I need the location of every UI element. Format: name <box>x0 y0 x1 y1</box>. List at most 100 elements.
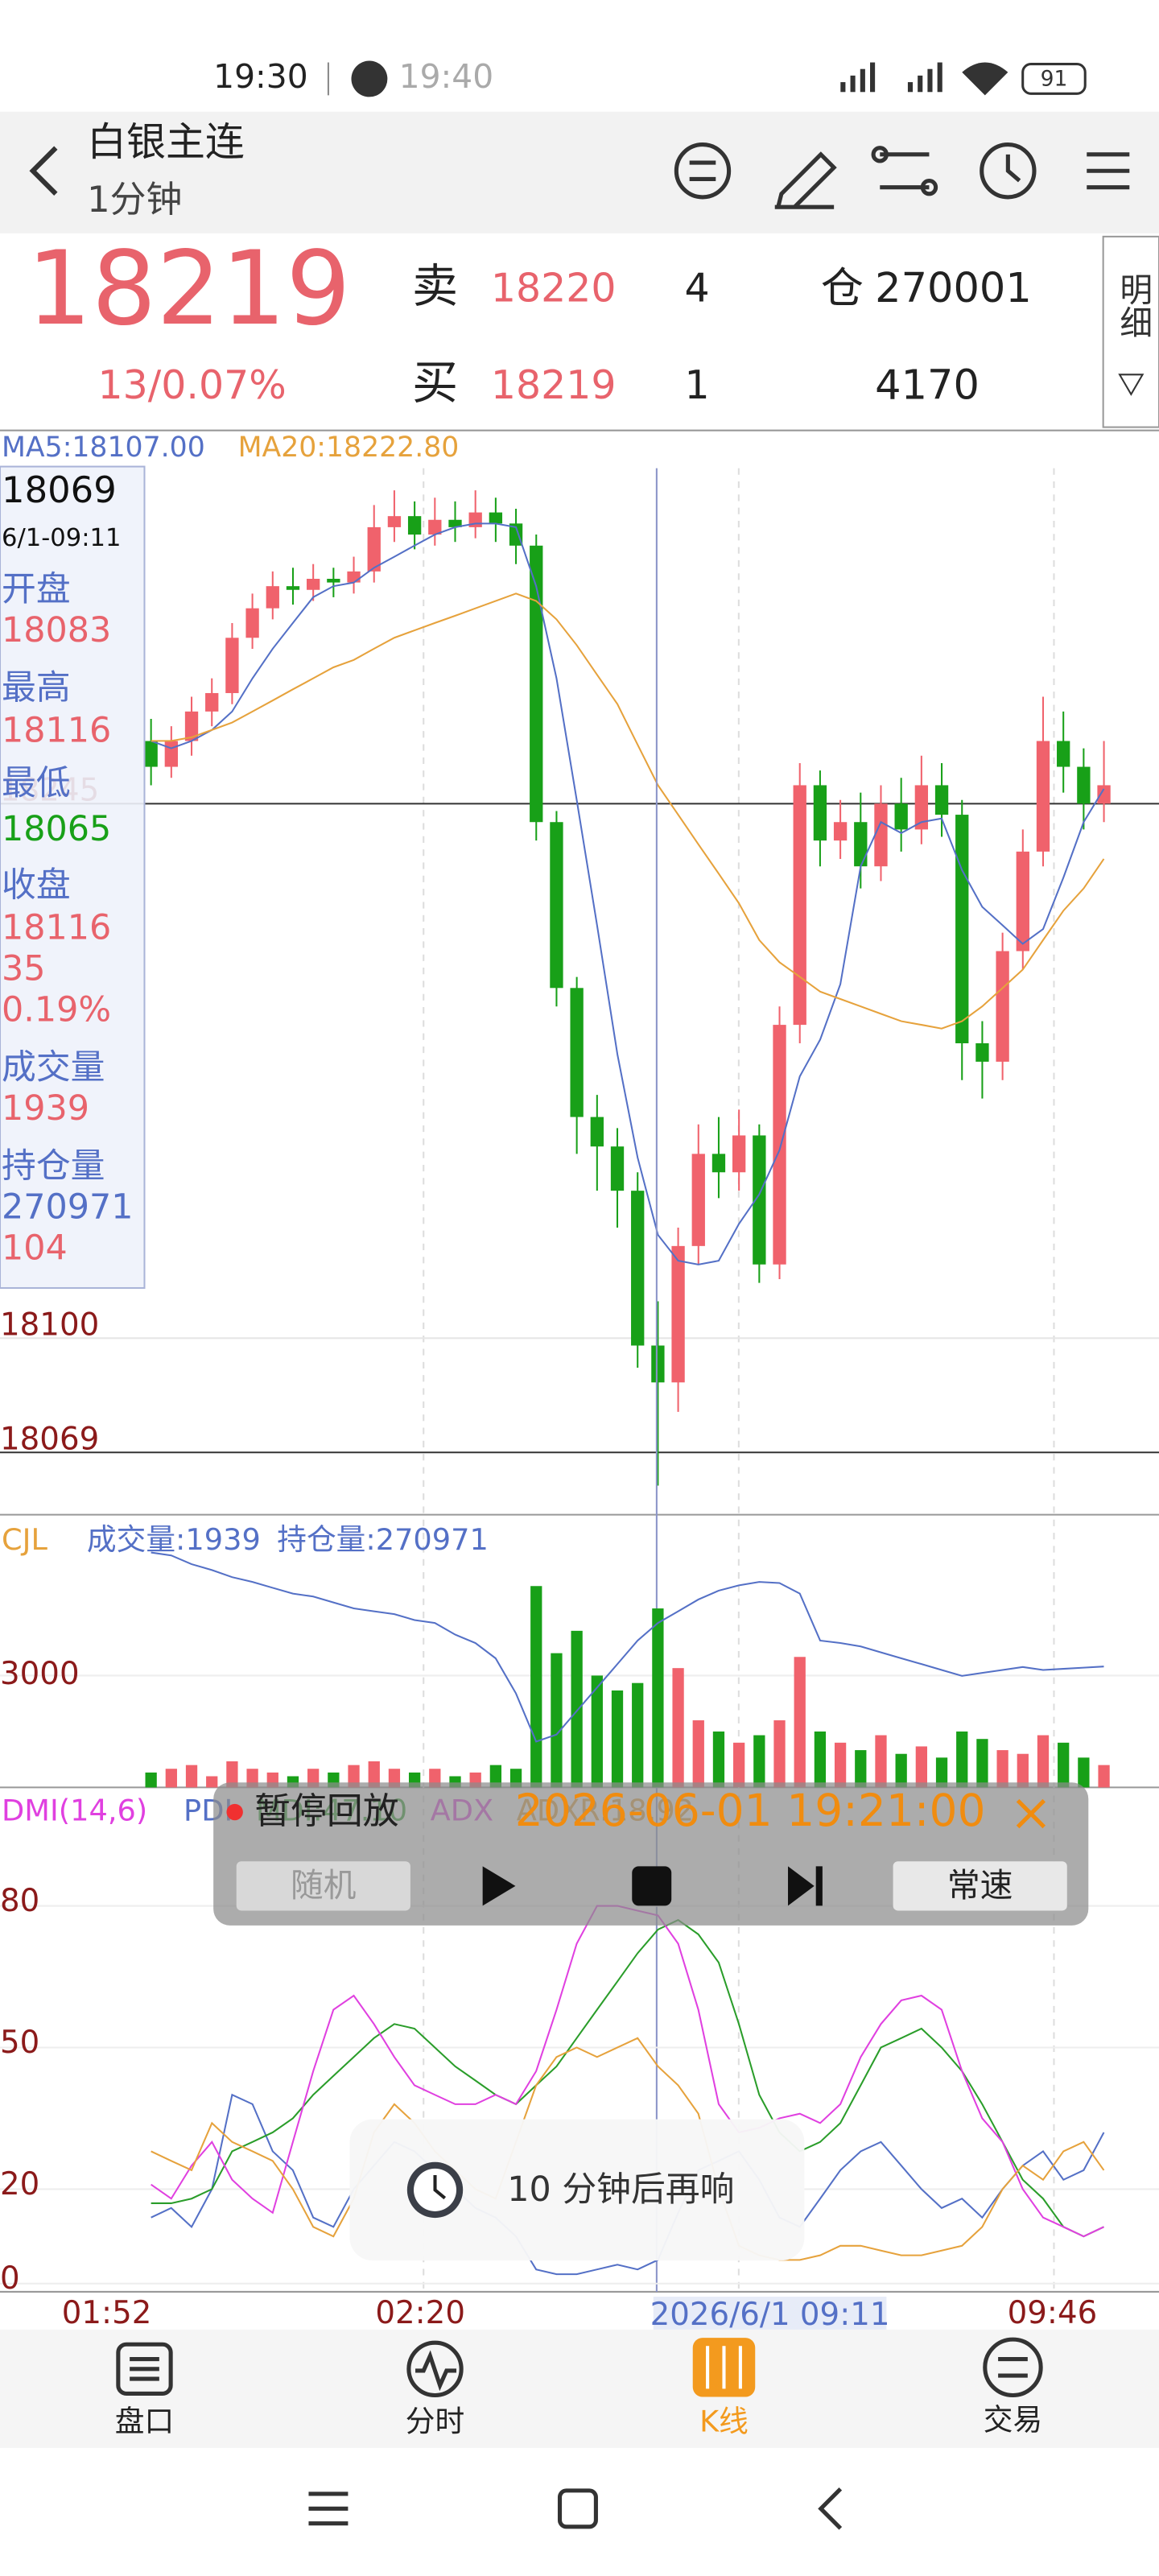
volume-bar <box>226 1761 238 1788</box>
volume-bar <box>1078 1757 1090 1788</box>
info-price: 18069 <box>2 469 117 511</box>
replay-panel <box>213 1782 1089 1926</box>
tab-icons <box>116 2337 1043 2398</box>
volume-bar <box>956 1731 968 1788</box>
volume-bar <box>875 1735 887 1788</box>
speed-label: 常速 <box>947 1866 1013 1905</box>
candle-body <box>955 815 969 1043</box>
candle-body <box>914 785 929 830</box>
tab-label[interactable]: 盘口 <box>115 2405 174 2439</box>
last-price: 18219 <box>27 229 350 348</box>
stop-button[interactable] <box>632 1866 672 1906</box>
candle-body <box>753 1135 766 1265</box>
candle-body <box>651 1345 665 1383</box>
volume-bar <box>996 1750 1008 1788</box>
candle-body <box>286 586 300 590</box>
subtitle: 1分钟 <box>87 178 182 221</box>
tab-label[interactable]: K线 <box>699 2405 749 2439</box>
random-button[interactable] <box>236 1861 410 1911</box>
volume-bar <box>895 1753 907 1788</box>
sell-price: 18220 <box>491 266 617 312</box>
tab-label[interactable]: 交易 <box>984 2403 1042 2438</box>
candle-body <box>205 692 219 712</box>
ma-line <box>151 592 1105 1030</box>
volume-bar <box>753 1735 765 1788</box>
indicator-line <box>151 2093 1105 2276</box>
candle-body <box>327 579 340 583</box>
candle-body <box>1036 741 1050 852</box>
candle-body <box>550 822 563 989</box>
volume-bar <box>1017 1753 1029 1788</box>
toast <box>349 2119 805 2261</box>
volume-bar <box>145 1772 157 1788</box>
candle-body <box>164 741 178 767</box>
crosshair-time-bg <box>653 2297 887 2333</box>
volume-bar <box>1037 1735 1050 1788</box>
vertical-grid <box>423 468 1055 2292</box>
candle-body <box>590 1117 604 1147</box>
y-tick-label: 3000 <box>0 1656 80 1692</box>
volume-bar <box>935 1757 948 1788</box>
volume-bar <box>692 1720 704 1788</box>
system-nav[interactable] <box>308 2487 843 2530</box>
next-button[interactable] <box>788 1866 823 1906</box>
volume-bar <box>206 1776 218 1788</box>
info-box <box>0 465 146 1290</box>
sell-label: 卖 <box>412 260 458 313</box>
tab-label[interactable]: 分时 <box>406 2405 464 2439</box>
volume-bar <box>165 1769 177 1788</box>
volume-bar <box>1098 1765 1110 1788</box>
candle-body <box>184 711 199 741</box>
candle-body <box>793 785 806 1026</box>
toast-icon-hands <box>433 2175 447 2200</box>
volume-bar <box>348 1765 360 1788</box>
info-time: 6/1-09:11 <box>2 524 121 552</box>
indicator-line <box>151 2037 1105 2261</box>
candle-body <box>387 516 402 527</box>
speed-button[interactable] <box>893 1861 1067 1911</box>
candle-body <box>245 608 259 638</box>
candle-body <box>833 822 848 841</box>
info-texts: 18069 6/1-09:11 开盘 18083 最高 18116 最低 180… <box>2 469 133 1268</box>
y-tick-label: 0 <box>0 2260 20 2297</box>
volume-bar <box>368 1761 380 1788</box>
candle-body <box>1016 851 1029 952</box>
time-label: 02:20 <box>375 2295 465 2331</box>
candle-body <box>367 526 381 572</box>
back-button[interactable] <box>29 146 58 196</box>
buy-label: 买 <box>412 357 458 410</box>
volume-bar <box>652 1608 664 1788</box>
candle-body <box>1077 766 1091 804</box>
volume-bar <box>773 1720 786 1788</box>
time-label: 09:46 <box>1008 2295 1098 2331</box>
info-value: 0.19% <box>2 990 111 1030</box>
charts: 182451810018069MA5:18107.00MA20:18222.80… <box>0 431 1159 2297</box>
battery-level: 91 <box>1041 66 1068 91</box>
oi: 270001 <box>875 265 1032 312</box>
replay-status[interactable]: 暂停回放 <box>254 1790 398 1832</box>
play-button[interactable] <box>482 1866 516 1906</box>
legend-entry: MA5:18107.00 <box>2 431 205 464</box>
info-label: 最高 <box>2 668 71 708</box>
header-icons[interactable] <box>674 142 1130 209</box>
close-button[interactable] <box>1016 1798 1046 1829</box>
candle-body <box>996 951 1009 1062</box>
candle-body <box>489 512 503 524</box>
alarm-icon <box>351 60 388 97</box>
replay-time: 2026-06-01 19:21:00 <box>515 1785 986 1836</box>
candle-body <box>813 785 827 841</box>
detail-arrow <box>1118 374 1145 396</box>
candle-body <box>631 1191 645 1346</box>
candle-body <box>773 1025 786 1265</box>
price-change: 13/0.07% <box>98 362 287 408</box>
candle-body <box>225 638 239 693</box>
panel-title: DMI(14,6) <box>2 1794 147 1828</box>
legend-entry: 成交量:1939 <box>87 1522 261 1557</box>
sell-qty: 4 <box>685 266 710 312</box>
candle-body <box>1057 741 1070 767</box>
candle-body <box>610 1146 625 1191</box>
candle-body <box>732 1135 746 1173</box>
time-label: 01:52 <box>62 2295 152 2331</box>
volume-bar <box>632 1682 644 1788</box>
candle-body <box>1097 785 1111 804</box>
